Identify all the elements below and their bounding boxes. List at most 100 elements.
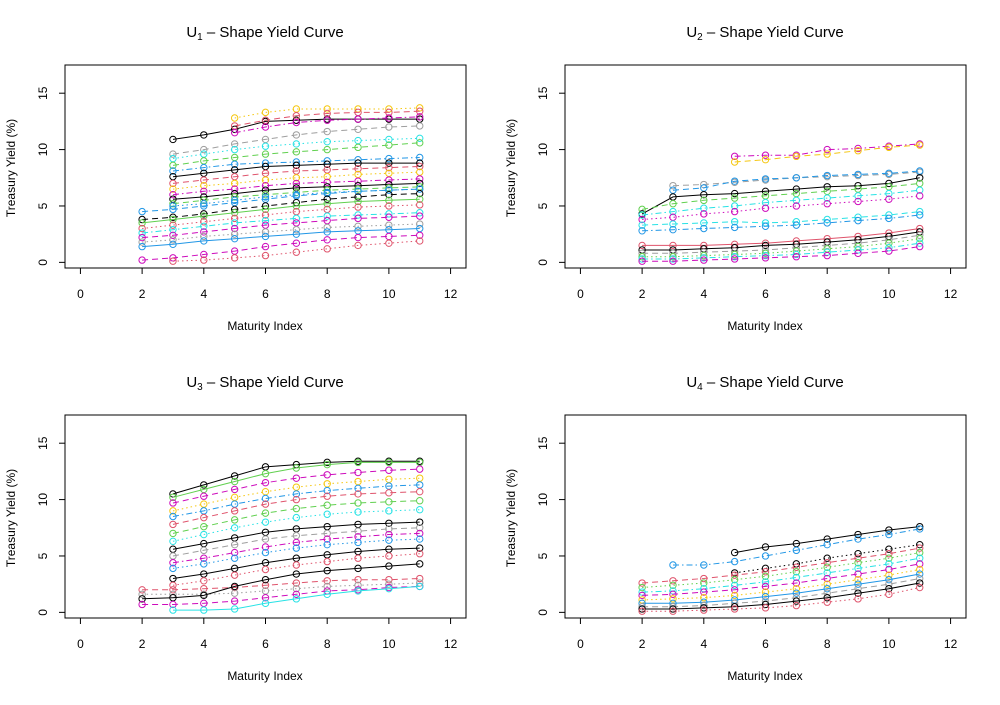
chart-panel-4: U4 – Shape Yield Curve Maturity Index Trea…: [504, 374, 967, 683]
data-point: [323, 557, 331, 566]
data-point: [416, 524, 424, 532]
data-point: [230, 554, 239, 562]
data-point: [416, 550, 424, 558]
data-point: [230, 516, 239, 524]
data-point: [761, 568, 770, 576]
data-point: [354, 197, 362, 206]
data-point: [823, 535, 831, 543]
data-point: [669, 581, 677, 589]
data-point: [416, 544, 424, 552]
y-tick-label: 0: [36, 259, 50, 266]
data-point: [669, 225, 677, 234]
data-point: [823, 594, 831, 602]
data-point: [916, 242, 924, 251]
data-point: [292, 504, 301, 513]
data-point: [638, 205, 646, 214]
data-point: [761, 156, 770, 164]
data-point: [638, 253, 646, 261]
series-19: [138, 201, 424, 233]
data-point: [730, 158, 739, 166]
data-point: [854, 249, 862, 258]
x-tick-label: 10: [882, 637, 896, 651]
data-point: [169, 190, 177, 199]
chart-title: U3 – Shape Yield Curve: [186, 374, 343, 393]
x-axis-label: Maturity Index: [727, 319, 802, 333]
data-point: [885, 584, 893, 593]
data-point: [761, 175, 770, 183]
y-tick-label: 0: [536, 609, 550, 616]
data-point: [385, 580, 393, 588]
data-point: [916, 565, 924, 574]
data-point: [292, 105, 301, 113]
data-point: [354, 575, 362, 584]
data-point: [761, 592, 770, 601]
data-point: [230, 524, 239, 532]
data-point: [230, 234, 239, 243]
data-point: [669, 605, 677, 613]
data-point: [854, 197, 862, 206]
data-point: [416, 104, 424, 112]
series-line: [642, 242, 920, 260]
data-point: [169, 167, 177, 175]
y-tick-label: 5: [536, 552, 550, 559]
data-point: [169, 231, 177, 239]
data-point: [700, 248, 708, 256]
series-17: [138, 189, 424, 224]
data-point: [638, 227, 646, 235]
series-line: [642, 246, 920, 262]
series-line: [734, 526, 920, 554]
data-point: [730, 255, 739, 263]
series-line: [642, 569, 920, 601]
data-point: [916, 239, 924, 247]
data-point: [292, 490, 301, 498]
data-point: [700, 588, 708, 596]
data-point: [669, 207, 677, 216]
data-point: [230, 485, 239, 494]
data-point: [261, 478, 270, 487]
data-point: [200, 577, 208, 585]
data-point: [669, 577, 677, 585]
data-point: [261, 500, 270, 508]
series-16: [638, 242, 924, 265]
data-point: [261, 108, 270, 117]
series-line: [172, 162, 420, 178]
data-point: [730, 194, 739, 202]
series-line: [172, 532, 420, 564]
data-point: [792, 185, 801, 193]
series-line: [142, 234, 420, 261]
series-22: [138, 220, 424, 246]
data-point: [885, 560, 893, 568]
data-point: [292, 116, 301, 124]
data-point: [916, 548, 924, 557]
series-line: [142, 198, 420, 224]
series-14: [169, 550, 424, 589]
series-line: [172, 166, 420, 184]
data-point: [169, 581, 177, 589]
data-point: [138, 586, 146, 594]
data-point: [700, 219, 708, 227]
y-tick-label: 15: [536, 436, 550, 450]
data-point: [854, 181, 862, 190]
series-line: [142, 223, 420, 243]
x-tick-label: 4: [200, 637, 207, 651]
data-point: [292, 248, 301, 256]
data-point: [638, 583, 646, 592]
data-point: [200, 131, 208, 139]
data-point: [638, 257, 646, 265]
series-4: [669, 167, 924, 194]
data-point: [416, 179, 424, 188]
data-point: [323, 160, 331, 168]
series-line: [641, 177, 920, 215]
data-point: [169, 185, 177, 193]
x-tick-label: 6: [262, 287, 269, 301]
data-point: [823, 540, 831, 549]
data-point: [854, 554, 862, 562]
series-line: [642, 578, 920, 608]
data-point: [761, 222, 770, 230]
data-point: [792, 196, 801, 205]
data-point: [292, 474, 301, 482]
data-point: [354, 115, 362, 123]
data-point: [323, 535, 331, 543]
data-point: [792, 202, 801, 210]
data-point: [885, 526, 893, 534]
